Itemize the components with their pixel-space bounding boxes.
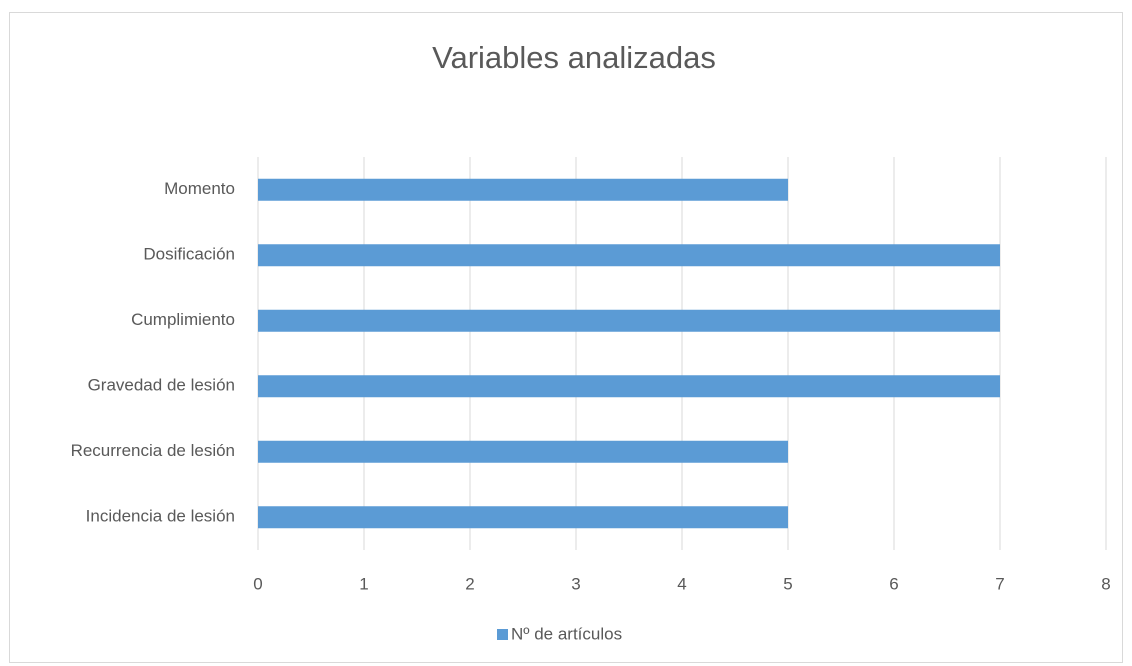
y-tick-label: Gravedad de lesión <box>88 376 235 395</box>
bar <box>258 375 1000 398</box>
bar <box>258 178 788 201</box>
legend-swatch <box>497 629 508 640</box>
x-tick-label: 4 <box>677 574 686 593</box>
y-tick-label: Cumplimiento <box>131 310 235 329</box>
bar <box>258 440 788 463</box>
bar <box>258 244 1000 267</box>
x-tick-label: 8 <box>1101 574 1110 593</box>
bar <box>258 309 1000 332</box>
y-tick-label: Recurrencia de lesión <box>71 441 235 460</box>
x-tick-label: 2 <box>465 574 474 593</box>
x-tick-label: 7 <box>995 574 1004 593</box>
chart-title: Variables analizadas <box>432 40 716 75</box>
x-tick-label: 1 <box>359 574 368 593</box>
y-tick-label: Momento <box>164 179 235 198</box>
y-tick-label: Incidencia de lesión <box>86 507 235 526</box>
legend-label: Nº de artículos <box>511 624 622 643</box>
bar <box>258 506 788 529</box>
y-tick-label: Dosificación <box>143 245 235 264</box>
x-tick-label: 3 <box>571 574 580 593</box>
x-tick-label: 6 <box>889 574 898 593</box>
x-tick-label: 5 <box>783 574 792 593</box>
chart-frame <box>9 12 1123 663</box>
x-tick-label: 0 <box>253 574 262 593</box>
